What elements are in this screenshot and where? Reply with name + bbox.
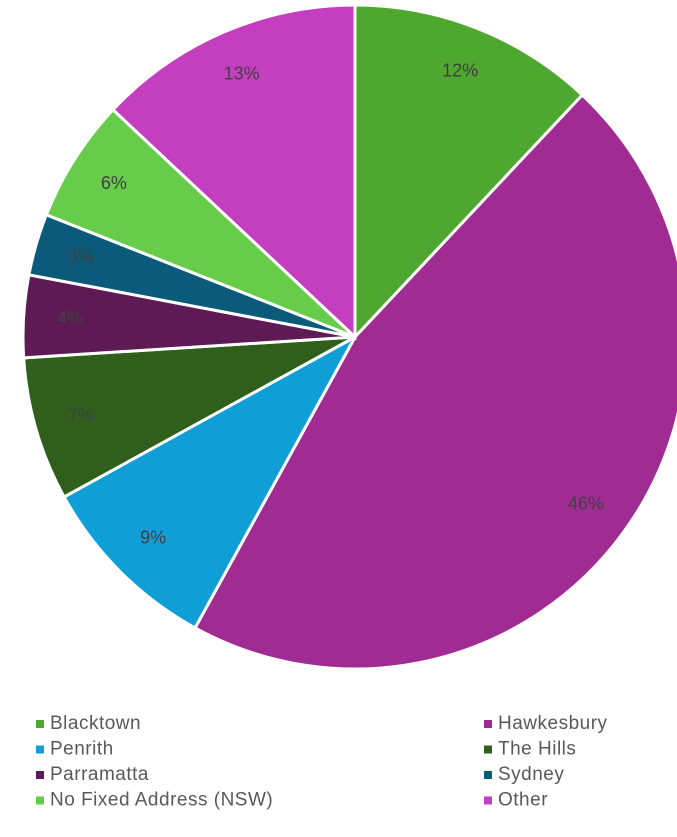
legend-label: Hawkesbury — [498, 713, 608, 734]
legend-label: The Hills — [498, 739, 576, 760]
legend-label: No Fixed Address (NSW) — [50, 790, 273, 811]
data-label: 46% — [568, 494, 604, 514]
data-label: 13% — [224, 64, 260, 84]
data-label: 6% — [101, 173, 127, 193]
pie-slice — [22, 335, 356, 499]
legend-swatch — [36, 771, 44, 779]
data-label: 9% — [140, 528, 166, 548]
legend-label: Parramatta — [50, 764, 149, 785]
legend-swatch — [36, 720, 44, 728]
pie-slice — [110, 3, 357, 341]
legend-label: Penrith — [50, 739, 114, 760]
data-label: 4% — [57, 308, 83, 328]
legend-label: Blacktown — [50, 713, 141, 734]
legend-label: Other — [498, 790, 548, 811]
data-label: 7% — [68, 405, 94, 425]
pie-slice — [62, 333, 359, 630]
pie-slice — [193, 92, 677, 671]
legend-swatch — [36, 796, 44, 805]
pie-slice — [353, 3, 585, 341]
data-label: 12% — [442, 60, 478, 80]
legend-swatch — [484, 771, 492, 779]
legend-swatch — [36, 745, 44, 754]
legend-swatch — [484, 745, 492, 754]
legend-label: Sydney — [498, 764, 564, 785]
data-label: 3% — [68, 246, 94, 266]
pie-slice — [44, 107, 357, 339]
legend-swatch — [484, 720, 492, 728]
legend-swatch — [484, 796, 492, 805]
